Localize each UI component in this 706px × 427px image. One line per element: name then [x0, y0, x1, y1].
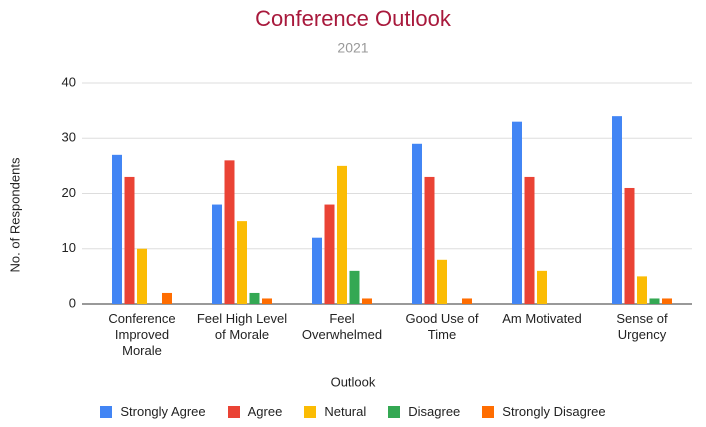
y-tick-label: 40 [62, 74, 76, 89]
legend-item: Agree [227, 404, 283, 419]
bar [162, 292, 172, 304]
y-tick-label: 10 [62, 240, 76, 255]
legend: Strongly Agree Agree Netural Disagree Strong… [0, 404, 706, 419]
bar [412, 143, 422, 304]
x-tick-label: Good Use of Time [405, 311, 479, 342]
x-axis-label: Outlook [331, 374, 376, 389]
bar [624, 187, 635, 304]
bar [312, 237, 322, 304]
x-tick-label: Feel Overwhelmed [301, 311, 383, 342]
legend-item: Disagree [388, 404, 460, 419]
bar [124, 176, 135, 304]
bar [637, 276, 647, 304]
y-tick-label: 30 [62, 130, 76, 145]
bar [649, 298, 660, 304]
bar [137, 248, 147, 304]
legend-label: Strongly Disagree [502, 404, 606, 419]
bar [224, 160, 235, 304]
bar [362, 298, 372, 304]
bar [437, 259, 447, 304]
bar [612, 116, 622, 305]
bar [324, 204, 335, 304]
bar [524, 176, 535, 304]
chart-title: Conference Outlook [255, 6, 452, 31]
bar [424, 176, 435, 304]
legend-label: Agree [247, 404, 283, 419]
legend-swatch [100, 405, 113, 418]
bar [337, 165, 347, 304]
legend-item: Strongly Agree [100, 404, 206, 419]
y-tick-label: 20 [62, 185, 76, 200]
x-tick-label: Sense of Urgency [616, 311, 668, 342]
x-tick-label: Am Motivated [502, 311, 582, 326]
legend-swatch [227, 405, 240, 418]
legend-label: Netural [324, 404, 367, 419]
bar [249, 292, 260, 304]
bar [262, 298, 272, 304]
y-tick-label: 0 [69, 295, 76, 310]
x-tick-label: Feel High Level of Morale [196, 311, 288, 342]
bar [662, 298, 672, 304]
y-axis-label: No. of Respondents [7, 157, 22, 272]
legend-item: Netural [304, 404, 366, 419]
bar [237, 221, 247, 304]
x-tick-label: Conference Improved Morale [108, 311, 176, 358]
legend-swatch [304, 405, 317, 418]
legend-swatch [388, 405, 401, 418]
chart-subtitle: 2021 [337, 40, 368, 56]
bar [512, 121, 522, 304]
bar [462, 298, 472, 304]
bar [537, 270, 547, 304]
bar [112, 154, 122, 304]
bar [349, 270, 360, 304]
bar [212, 204, 222, 304]
legend-label: Disagree [408, 404, 461, 419]
legend-item: Strongly Disagree [482, 404, 606, 419]
legend-label: Strongly Agree [120, 404, 206, 419]
legend-swatch [482, 405, 495, 418]
